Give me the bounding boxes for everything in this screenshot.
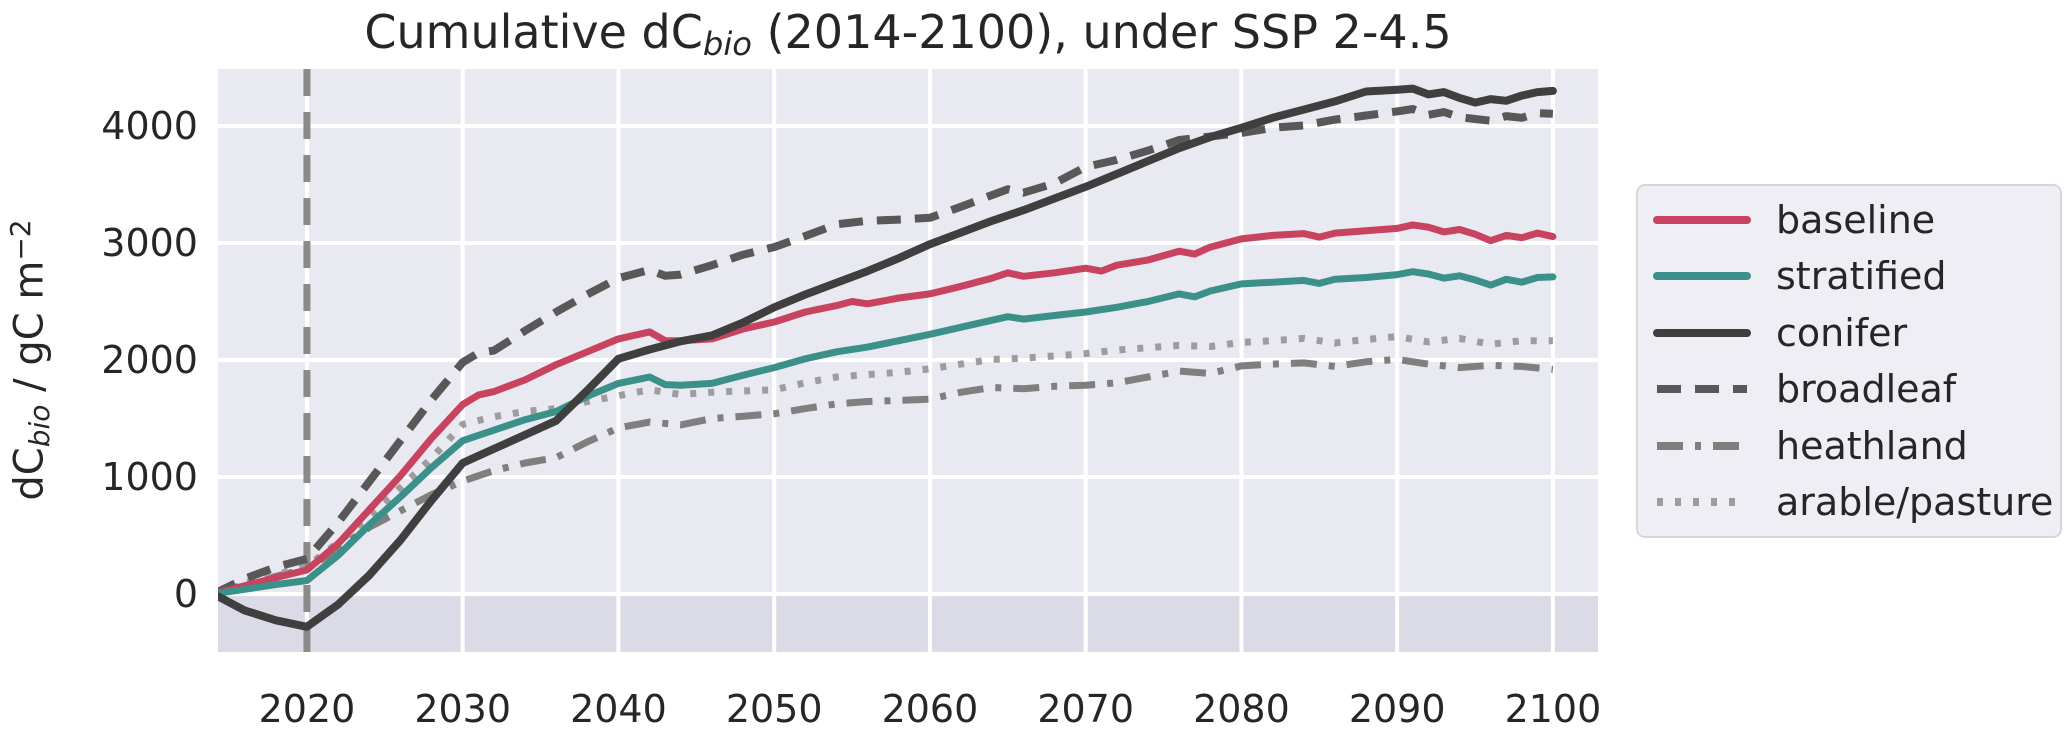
y-tick-label-1000: 1000 (101, 455, 198, 499)
legend-swatch-line (1657, 441, 1747, 450)
x-tick-label-2060: 2060 (881, 687, 979, 731)
series-line-stratified (218, 268, 1557, 597)
legend-label: heathland (1776, 423, 1968, 468)
legend-swatch-line (1653, 215, 1751, 224)
legend-item-stratified: stratified (1638, 249, 2060, 303)
chart-title-suffix: (2014-2100), under SSP 2-4.5 (751, 5, 1452, 59)
x-tick-label-2080: 2080 (1193, 687, 1290, 731)
y-tick-label-4000: 4000 (101, 104, 198, 148)
chart-title: Cumulative dCbio (2014-2100), under SSP … (218, 6, 1598, 70)
legend-item-heathland: heathland (1638, 419, 2060, 473)
series-line-conifer (218, 84, 1557, 631)
legend-item-baseline: baseline (1638, 193, 2060, 247)
series-line-baseline (218, 221, 1557, 597)
legend-swatch-line (1657, 385, 1747, 394)
x-tick-label-2020: 2020 (258, 687, 356, 731)
y-tick-label-3000: 3000 (101, 221, 198, 265)
chart-title-prefix: Cumulative dC (364, 5, 703, 59)
legend-swatch-line (1653, 328, 1751, 337)
y-axis-label-exponent: −2 (4, 219, 38, 261)
legend-item-arable-pasture: arable/pasture (1638, 475, 2060, 529)
legend-label: stratified (1776, 254, 1947, 299)
legend-swatch-line (1657, 498, 1747, 507)
y-tick-label-2000: 2000 (101, 338, 198, 382)
legend: baseline stratified conifer broadleaf heathl… (1636, 184, 2062, 538)
x-tick-label-2040: 2040 (570, 687, 667, 731)
y-axis-label-subscript: bio (22, 404, 56, 448)
x-tick-label-2050: 2050 (725, 687, 823, 731)
legend-item-conifer: conifer (1638, 306, 2060, 360)
y-tick-label-0: 0 (173, 572, 198, 616)
legend-label: baseline (1776, 197, 1936, 242)
below-zero-band (218, 594, 1598, 652)
legend-swatch-line (1653, 272, 1751, 281)
legend-label: arable/pasture (1776, 480, 2054, 525)
series-line-broadleaf (218, 105, 1554, 597)
x-tick-label-2030: 2030 (414, 687, 512, 731)
chart-canvas (218, 69, 1598, 652)
series-line-arable_pasture (218, 333, 1553, 597)
legend-item-broadleaf: broadleaf (1638, 362, 2060, 416)
x-tick-label-2090: 2090 (1348, 687, 1446, 731)
plot-area (218, 69, 1598, 652)
legend-label: conifer (1776, 310, 1908, 355)
chart-title-subscript: bio (702, 25, 752, 64)
x-tick-label-2100: 2100 (1504, 687, 1602, 731)
x-tick-label-2070: 2070 (1037, 687, 1135, 731)
legend-label: broadleaf (1776, 367, 1957, 412)
y-axis-label-units: / gC m (6, 260, 53, 405)
